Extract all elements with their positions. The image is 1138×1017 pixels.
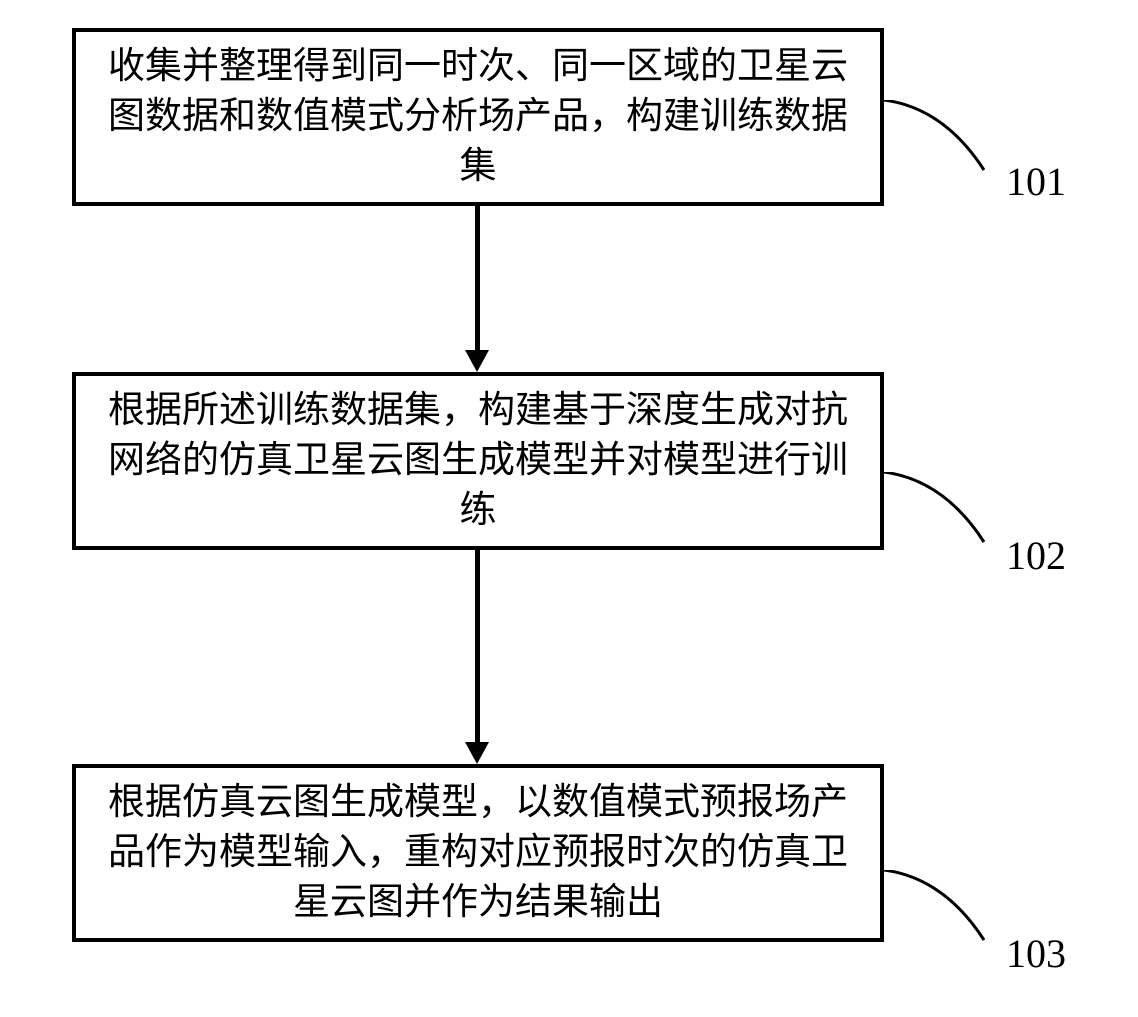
flow-box-3: 根据仿真云图生成模型，以数值模式预报场产品作为模型输入，重构对应预报时次的仿真卫… bbox=[72, 764, 884, 942]
flow-box-1-text: 收集并整理得到同一时次、同一区域的卫星云图数据和数值模式分析场产品，构建训练数据… bbox=[96, 42, 860, 192]
box-label-3: 103 bbox=[1006, 930, 1066, 977]
arrow-head-1 bbox=[465, 350, 489, 372]
box-label-1: 101 bbox=[1006, 158, 1066, 205]
flow-box-3-text: 根据仿真云图生成模型，以数值模式预报场产品作为模型输入，重构对应预报时次的仿真卫… bbox=[96, 778, 860, 928]
connector-curve-3 bbox=[884, 870, 1004, 950]
flow-box-2-text: 根据所述训练数据集，构建基于深度生成对抗网络的仿真卫星云图生成模型并对模型进行训… bbox=[96, 386, 860, 536]
arrow-head-2 bbox=[465, 742, 489, 764]
connector-curve-1 bbox=[884, 100, 1004, 180]
flow-box-2: 根据所述训练数据集，构建基于深度生成对抗网络的仿真卫星云图生成模型并对模型进行训… bbox=[72, 372, 884, 550]
flow-box-1: 收集并整理得到同一时次、同一区域的卫星云图数据和数值模式分析场产品，构建训练数据… bbox=[72, 28, 884, 206]
connector-curve-2 bbox=[884, 472, 1004, 552]
arrow-line-1 bbox=[475, 206, 480, 352]
arrow-line-2 bbox=[475, 550, 480, 744]
box-label-2: 102 bbox=[1006, 532, 1066, 579]
